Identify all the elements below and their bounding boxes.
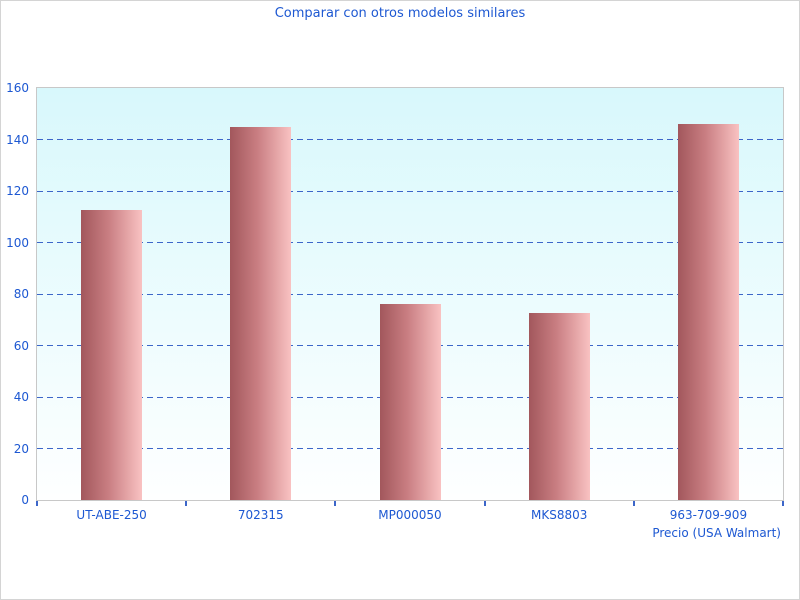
- gridline-140: [37, 139, 783, 140]
- x-tick-0: [36, 501, 38, 506]
- plot-area: [36, 87, 784, 501]
- bar-963-709-909: [677, 124, 739, 500]
- x-tick-label-MKS8803: MKS8803: [530, 508, 588, 522]
- y-tick-label-60: 60: [13, 338, 29, 353]
- bar-UT-ABE-250: [81, 210, 143, 500]
- bar-MP000050: [379, 304, 441, 500]
- x-tick-label-702315: 702315: [237, 508, 284, 522]
- x-tick-2: [334, 501, 337, 506]
- gridline-120: [37, 190, 783, 192]
- x-tick-1: [185, 501, 188, 506]
- x-tick-5: [782, 501, 784, 506]
- x-tick-label-UT-ABE-250: UT-ABE-250: [76, 508, 147, 522]
- bar-MKS8803: [528, 313, 590, 500]
- bar-702315: [230, 126, 292, 500]
- chart-title: Comparar con otros modelos similares: [274, 6, 526, 21]
- x-tick-3: [483, 501, 486, 506]
- y-tick-label-160: 160: [6, 81, 29, 95]
- x-axis-title: Precio (USA Walmart): [652, 526, 781, 540]
- gridline-80: [37, 293, 783, 295]
- y-tick-label-80: 80: [13, 287, 29, 301]
- y-tick-label-20: 20: [13, 441, 29, 456]
- x-tick-4: [632, 501, 635, 506]
- y-tick-label-120: 120: [6, 184, 29, 198]
- x-tick-label-963-709-909: 963-709-909: [669, 508, 748, 522]
- x-tick-label-MP000050: MP000050: [378, 508, 442, 522]
- y-tick-label-100: 100: [6, 235, 29, 250]
- y-tick-label-0: 0: [21, 493, 29, 507]
- y-tick-label-140: 140: [6, 132, 29, 147]
- gridline-100: [37, 242, 783, 243]
- y-tick-label-40: 40: [13, 390, 29, 404]
